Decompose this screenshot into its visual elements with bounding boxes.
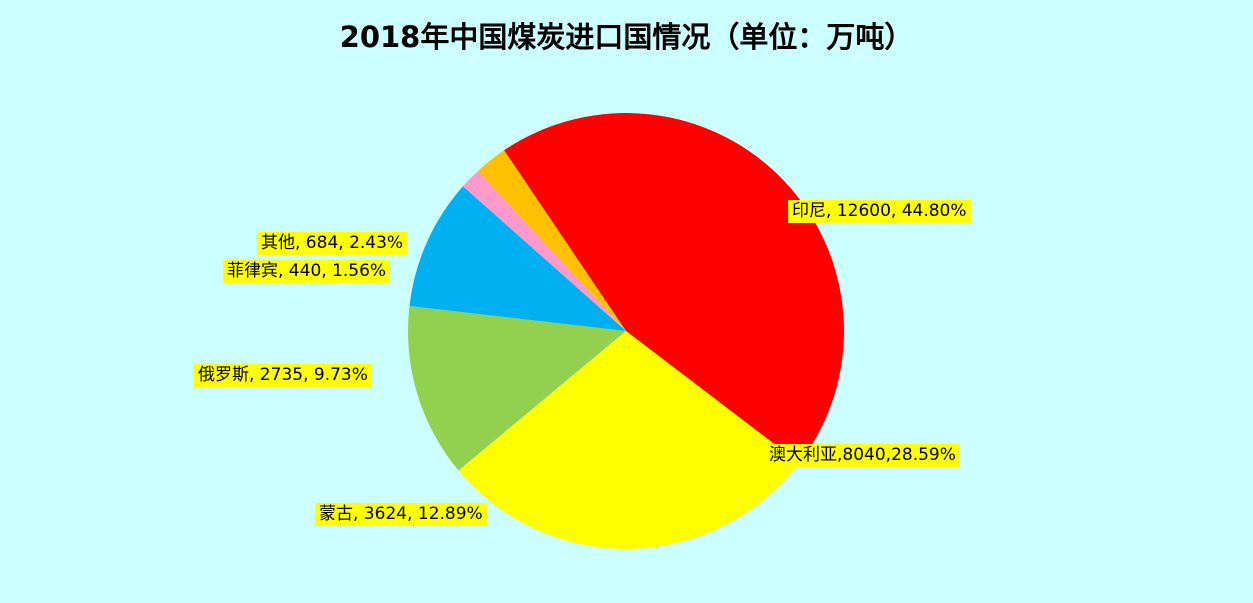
data-label-russia: 俄罗斯, 2735, 9.73% <box>194 364 372 387</box>
pie-slices <box>408 113 844 549</box>
pie-slice-3 <box>409 186 626 331</box>
pie-slice-0 <box>504 113 844 464</box>
data-label-indonesia: 印尼, 12600, 44.80% <box>788 200 971 223</box>
pie-slice-1 <box>458 331 800 549</box>
pie-slice-2 <box>408 305 626 471</box>
data-label-philippines: 菲律宾, 440, 1.56% <box>223 260 391 283</box>
pie-slice-4 <box>463 170 626 331</box>
data-label-other: 其他, 684, 2.43% <box>257 232 408 255</box>
data-label-mongolia: 蒙古, 3624, 12.89% <box>315 503 487 526</box>
chart-title: 2018年中国煤炭进口国情况（单位：万吨） <box>339 20 914 54</box>
data-label-australia: 澳大利亚,8040,28.59% <box>765 444 960 467</box>
pie-slice-5 <box>478 150 626 331</box>
